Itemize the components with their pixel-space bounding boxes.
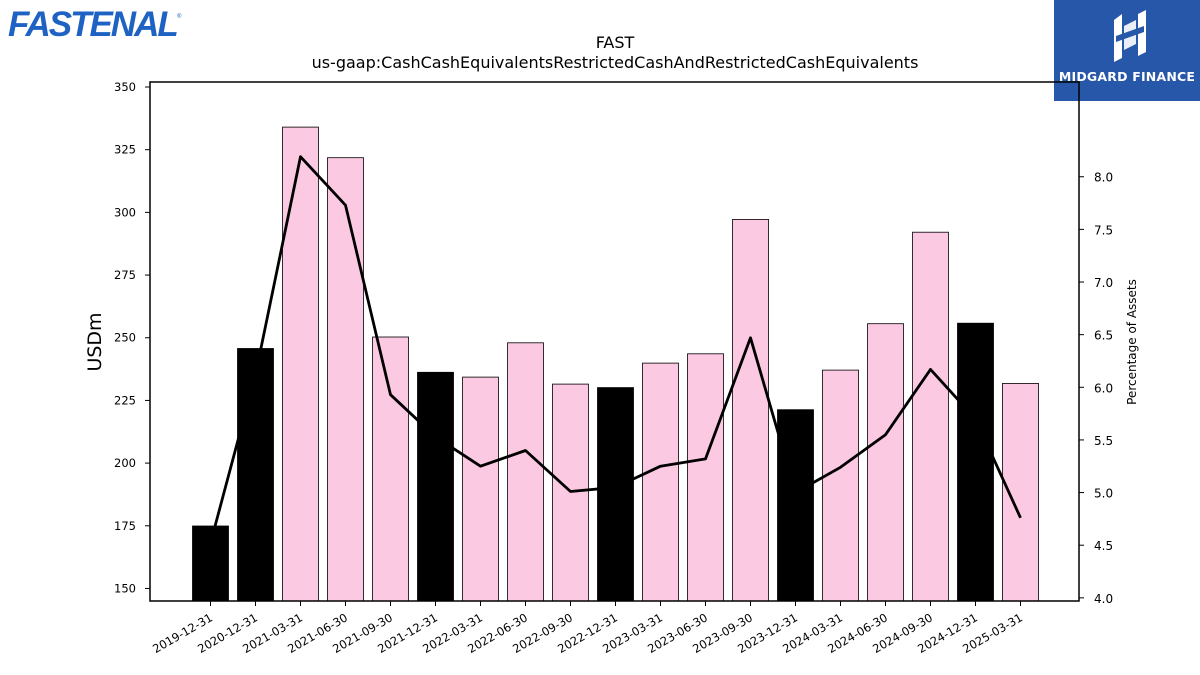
bar-2024-09-30 [912, 231, 949, 602]
y2-tick-label: 8.0 [1094, 171, 1113, 185]
x-axis: 2019-12-312020-12-312021-03-312021-06-30… [150, 601, 1025, 656]
y2-tick-label: 6.5 [1094, 329, 1113, 343]
y2-tick-label: 7.5 [1094, 223, 1113, 237]
y-axis-label: USDm [84, 312, 106, 371]
bar-2021-12-31 [417, 371, 454, 602]
line-layer [209, 155, 1022, 544]
bar-2021-03-31 [282, 126, 319, 602]
bar-2020-12-31 [237, 348, 274, 602]
y-tick-label: 250 [114, 331, 136, 345]
y2-tick-label: 4.0 [1094, 592, 1113, 606]
registered-mark: ® [177, 13, 182, 20]
bar-2021-09-30 [372, 336, 409, 602]
bar-2024-03-31 [822, 369, 859, 602]
bar-2023-06-30 [687, 353, 724, 602]
percentage-line [209, 155, 1022, 544]
y2-tick-label: 5.0 [1094, 487, 1113, 501]
bar-2021-06-30 [327, 157, 364, 602]
y2-tick-label: 4.5 [1094, 539, 1113, 553]
bar-2022-03-31 [462, 376, 499, 602]
y-tick-label: 150 [114, 581, 136, 595]
y-tick-label: 175 [114, 519, 136, 533]
bars-layer [192, 126, 1039, 602]
bar-2022-06-30 [507, 342, 544, 602]
fastenal-logo: FASTENAL ® [6, 4, 186, 46]
y-axis-right: 4.0 4.5 5.0 5.5 6.0 6.5 7.0 7.5 8.0 [1079, 171, 1113, 606]
bar-2023-12-31 [777, 409, 814, 602]
y2-tick-label: 6.0 [1094, 381, 1113, 395]
bar-2022-12-31 [597, 387, 634, 602]
y2-tick-label: 7.0 [1094, 276, 1113, 290]
y2-tick-label: 5.5 [1094, 434, 1113, 448]
y-tick-label: 350 [114, 80, 136, 94]
y-tick-label: 325 [114, 143, 136, 157]
y-tick-label: 275 [114, 268, 136, 282]
bar-2023-03-31 [642, 362, 679, 602]
y-axis-left: 150 175 200 225 250 275 300 325 350 [114, 80, 150, 595]
chart-title: FAST [596, 33, 635, 52]
y-tick-label: 225 [114, 393, 136, 407]
y-tick-label: 300 [114, 205, 136, 219]
fastenal-logo-text: FASTENAL [8, 5, 177, 44]
midgard-finance-text: MIDGARD FINANCE [1058, 69, 1196, 84]
bar-2024-12-31 [957, 322, 994, 602]
chart-subtitle: us-gaap:CashCashEquivalentsRestrictedCas… [312, 53, 919, 72]
bar-2024-06-30 [867, 323, 904, 602]
y-tick-label: 200 [114, 456, 136, 470]
bar-2023-09-30 [732, 218, 769, 602]
midgard-emblem-icon [1054, 0, 1200, 101]
plot-frame [149, 81, 1080, 602]
fastenal-logo-mark: FASTENAL ® [8, 5, 182, 44]
bar-2019-12-31 [192, 525, 229, 602]
y2-axis-label: Percentage of Assets [1125, 279, 1139, 405]
